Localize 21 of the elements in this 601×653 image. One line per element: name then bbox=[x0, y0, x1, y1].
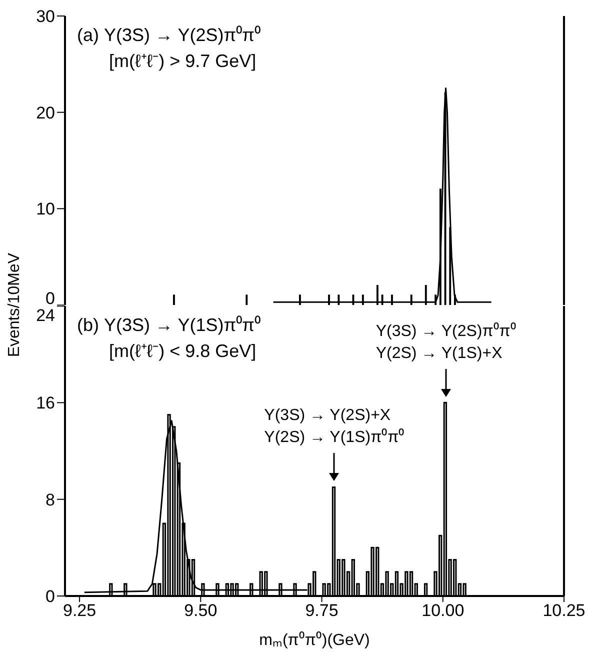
annotation: (b) Υ(3S) → Υ(1S)π⁰π⁰ bbox=[77, 314, 261, 337]
annotation: (a) Υ(3S) → Υ(2S)π⁰π⁰ bbox=[77, 24, 261, 47]
x-axis-title: mₘ(π⁰π⁰)(GeV) bbox=[259, 631, 370, 649]
annotation: Υ(3S) → Υ(2S)π⁰π⁰ Υ(2S) → Υ(1S)+X bbox=[376, 321, 516, 364]
annotation: [m(ℓ⁺ℓ⁻) > 9.7 GeV] bbox=[109, 50, 258, 73]
y-tick-label: 8 bbox=[46, 490, 55, 510]
x-tick-label: 9.25 bbox=[62, 601, 96, 620]
y-tick-label: 10 bbox=[36, 200, 55, 219]
annotation: [m(ℓ⁺ℓ⁻) < 9.8 GeV] bbox=[109, 340, 258, 363]
x-tick-label: 9.50 bbox=[184, 601, 218, 620]
y-tick-label: 0 bbox=[46, 288, 55, 308]
x-tick-label: 10.00 bbox=[422, 601, 464, 620]
y-tick-label: 0 bbox=[46, 586, 55, 606]
y-tick-label: 24 bbox=[36, 306, 55, 325]
x-tick-label: 10.25 bbox=[542, 601, 586, 620]
y-tick-label: 30 bbox=[36, 6, 55, 26]
y-axis-title: Events/10MeV bbox=[6, 252, 24, 358]
y-tick-label: 20 bbox=[36, 103, 55, 122]
x-tick-label: 9.75 bbox=[305, 601, 338, 620]
annotation: Υ(3S) → Υ(2S)+X Υ(2S) → Υ(1S)π⁰π⁰ bbox=[264, 406, 405, 448]
y-tick-label: 16 bbox=[36, 394, 55, 413]
